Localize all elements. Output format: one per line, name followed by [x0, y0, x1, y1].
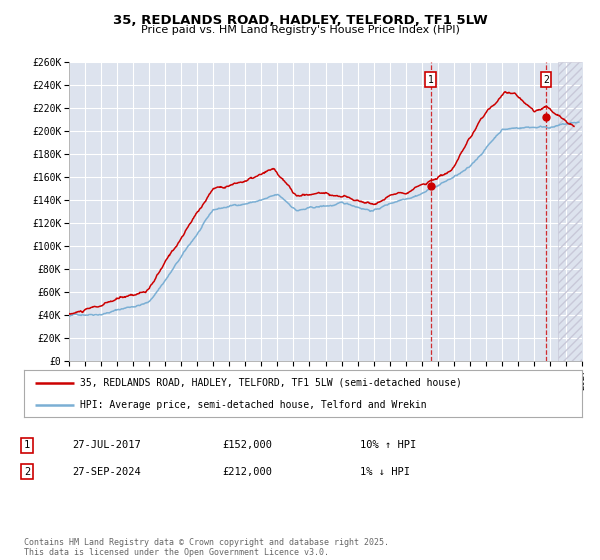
- Text: 1% ↓ HPI: 1% ↓ HPI: [360, 466, 410, 477]
- Text: 2: 2: [24, 466, 30, 477]
- Text: £212,000: £212,000: [222, 466, 272, 477]
- Text: 1: 1: [428, 74, 434, 85]
- Text: 35, REDLANDS ROAD, HADLEY, TELFORD, TF1 5LW: 35, REDLANDS ROAD, HADLEY, TELFORD, TF1 …: [113, 14, 487, 27]
- Text: Contains HM Land Registry data © Crown copyright and database right 2025.
This d: Contains HM Land Registry data © Crown c…: [24, 538, 389, 557]
- Text: 2: 2: [543, 74, 549, 85]
- Text: 1: 1: [24, 440, 30, 450]
- Text: 10% ↑ HPI: 10% ↑ HPI: [360, 440, 416, 450]
- Text: 35, REDLANDS ROAD, HADLEY, TELFORD, TF1 5LW (semi-detached house): 35, REDLANDS ROAD, HADLEY, TELFORD, TF1 …: [80, 378, 461, 388]
- Text: 27-JUL-2017: 27-JUL-2017: [72, 440, 141, 450]
- Text: 27-SEP-2024: 27-SEP-2024: [72, 466, 141, 477]
- Text: HPI: Average price, semi-detached house, Telford and Wrekin: HPI: Average price, semi-detached house,…: [80, 400, 427, 410]
- Text: Price paid vs. HM Land Registry's House Price Index (HPI): Price paid vs. HM Land Registry's House …: [140, 25, 460, 35]
- Text: £152,000: £152,000: [222, 440, 272, 450]
